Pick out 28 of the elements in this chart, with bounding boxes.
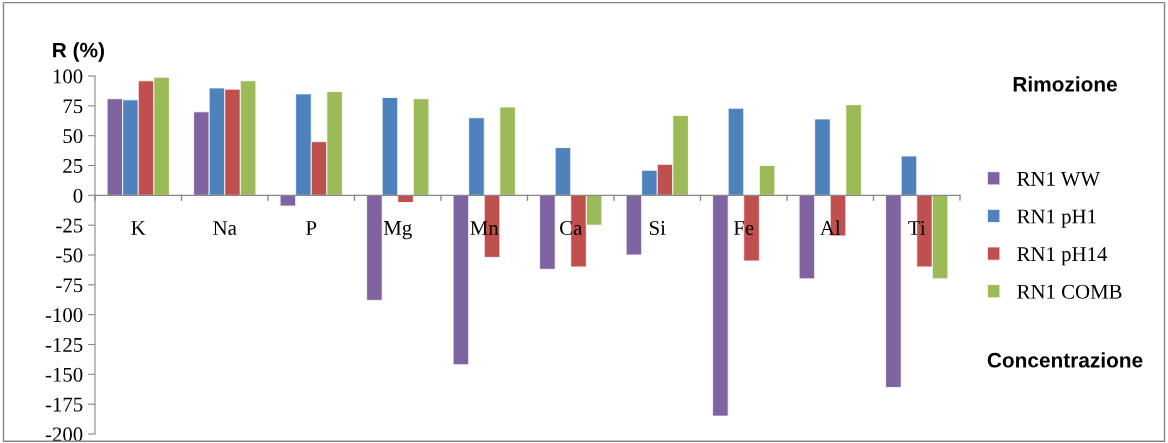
x-tick-label: Mg xyxy=(383,221,412,240)
legend-label: RN1 pH1 xyxy=(1017,209,1096,228)
y-tick-label: -100 xyxy=(45,308,83,323)
x-tick-label: P xyxy=(306,221,317,235)
text: Concentrazione xyxy=(987,352,1143,368)
y-axis-title: R (%) xyxy=(53,42,104,62)
y-tick-label: -125 xyxy=(45,337,83,352)
y-tick-label: 25 xyxy=(63,158,83,173)
text: Rimozione xyxy=(1013,76,1117,92)
y-tick-label: 50 xyxy=(63,129,83,144)
legend-label: RN1 pH14 xyxy=(1017,247,1108,266)
x-tick-label: Na xyxy=(213,221,237,235)
y-tick-label: 0 xyxy=(73,188,83,203)
y-tick-label: -50 xyxy=(56,248,83,263)
legend-label: RN1 COMB xyxy=(1017,284,1122,299)
y-tick-label: 75 xyxy=(63,99,83,114)
y-tick-label: -175 xyxy=(45,397,83,412)
x-tick-label: Fe xyxy=(733,221,754,235)
x-tick-label: Mn xyxy=(470,221,499,235)
y-tick-label: -75 xyxy=(56,278,83,293)
y-tick-label: 100 xyxy=(53,69,83,84)
x-tick-label: Si xyxy=(649,220,666,235)
x-tick-label: K xyxy=(131,221,146,235)
y-tick-label: -150 xyxy=(45,367,83,382)
legend-label: RN1 WW xyxy=(1017,171,1101,186)
y-tick-label: -25 xyxy=(56,218,83,233)
x-tick-label: Ca xyxy=(560,220,583,235)
y-tick-label: -200 xyxy=(45,427,83,442)
